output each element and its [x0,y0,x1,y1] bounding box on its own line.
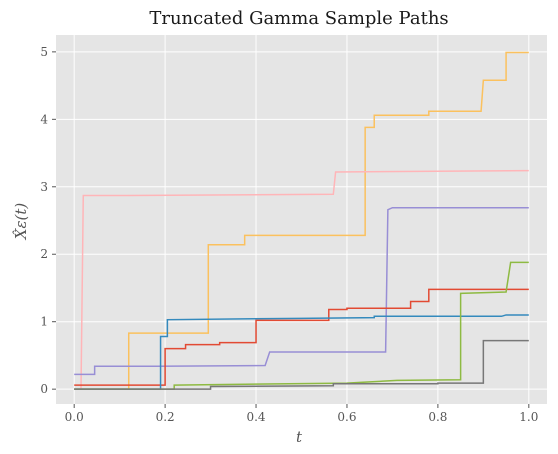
y-tick-label: 5 [40,45,48,59]
series-line-3 [74,206,529,376]
x-tick-label: 0.2 [156,410,175,424]
y-tick-label: 4 [40,112,48,126]
x-axis-label: t [296,428,303,446]
y-tick-label: 3 [40,180,48,194]
series-line-2 [80,169,529,390]
series-line-7 [74,339,529,390]
x-tick-label: 0.8 [428,410,447,424]
x-tick-label: 0.6 [337,410,356,424]
series-line-4 [74,288,529,386]
series-line-5 [74,314,529,390]
y-tick-label: 2 [40,247,48,261]
chart-title: Truncated Gamma Sample Paths [149,8,448,29]
series-group [74,51,529,390]
series-line-1 [74,51,529,390]
series-line-6 [74,261,529,390]
x-tick-label: 0.0 [65,410,84,424]
y-tick-label: 0 [40,382,48,396]
tick-group: 0.0 0.2 0.4 0.6 0.8 1.0 0 1 2 3 4 5 [40,45,538,424]
y-axis-label: X̂ε(t) [12,203,30,241]
x-tick-label: 0.4 [246,410,265,424]
plot-area [56,35,547,404]
y-tick-label: 1 [40,315,48,329]
x-tick-label: 1.0 [519,410,538,424]
